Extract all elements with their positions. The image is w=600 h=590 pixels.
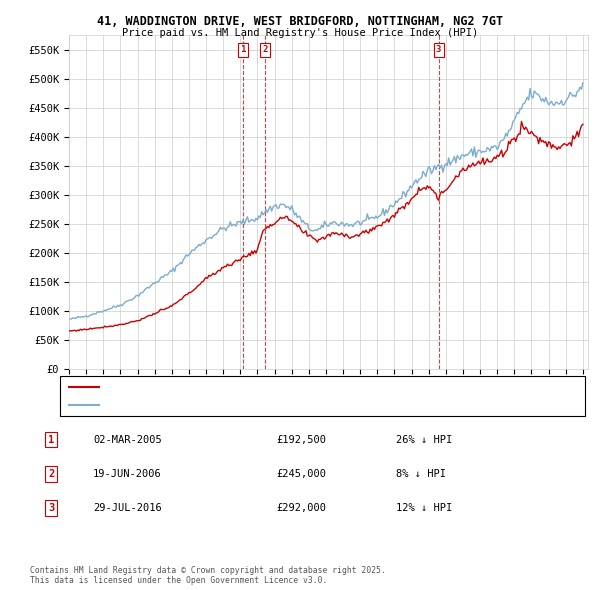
Text: 3: 3 (48, 503, 54, 513)
Text: 41, WADDINGTON DRIVE, WEST BRIDGFORD, NOTTINGHAM, NG2 7GT (detached house): 41, WADDINGTON DRIVE, WEST BRIDGFORD, NO… (105, 382, 503, 392)
Text: 1: 1 (241, 45, 246, 54)
Text: 26% ↓ HPI: 26% ↓ HPI (396, 435, 452, 444)
Text: £245,000: £245,000 (276, 469, 326, 478)
Text: 41, WADDINGTON DRIVE, WEST BRIDGFORD, NOTTINGHAM, NG2 7GT: 41, WADDINGTON DRIVE, WEST BRIDGFORD, NO… (97, 15, 503, 28)
Text: Price paid vs. HM Land Registry's House Price Index (HPI): Price paid vs. HM Land Registry's House … (122, 28, 478, 38)
Text: 19-JUN-2006: 19-JUN-2006 (93, 469, 162, 478)
Text: Contains HM Land Registry data © Crown copyright and database right 2025.
This d: Contains HM Land Registry data © Crown c… (30, 566, 386, 585)
Text: £292,000: £292,000 (276, 503, 326, 513)
Text: 2: 2 (263, 45, 268, 54)
Text: 8% ↓ HPI: 8% ↓ HPI (396, 469, 446, 478)
Text: 02-MAR-2005: 02-MAR-2005 (93, 435, 162, 444)
Text: 12% ↓ HPI: 12% ↓ HPI (396, 503, 452, 513)
Text: 3: 3 (436, 45, 442, 54)
Text: £192,500: £192,500 (276, 435, 326, 444)
Text: 2: 2 (48, 469, 54, 478)
Text: HPI: Average price, detached house, Rushcliffe: HPI: Average price, detached house, Rush… (105, 400, 352, 409)
Text: 29-JUL-2016: 29-JUL-2016 (93, 503, 162, 513)
Text: 1: 1 (48, 435, 54, 444)
